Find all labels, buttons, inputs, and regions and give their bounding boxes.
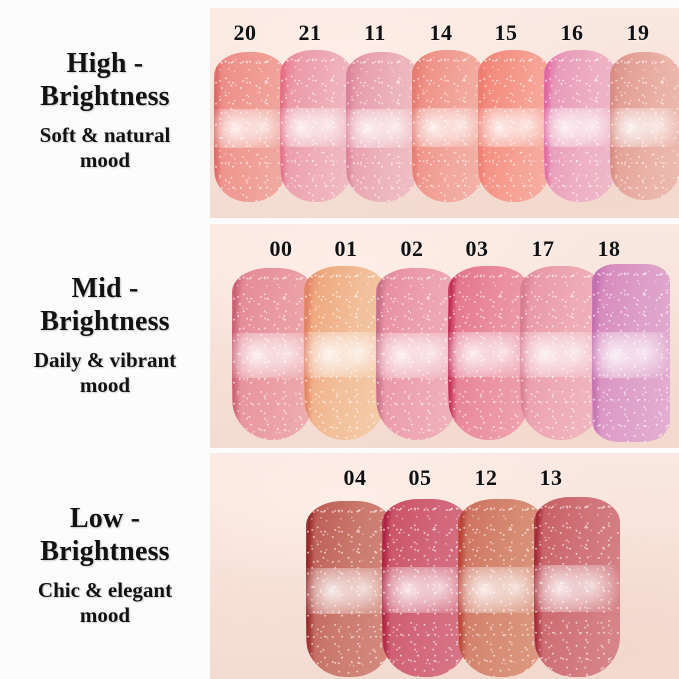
swatch-group-high <box>210 8 679 218</box>
row-label-high-brightness: High - Brightness Soft & natural mood <box>0 0 210 222</box>
swatch-15[interactable] <box>478 50 550 202</box>
row-subtitle-high-line2: mood <box>79 148 131 173</box>
row-subtitle-low: Chic & elegant mood <box>38 578 172 628</box>
swatch-19-sparkle <box>610 52 679 200</box>
row-title-low-line2: Brightness <box>40 535 170 567</box>
swatch-11-sparkle <box>346 52 418 202</box>
swatch-02[interactable] <box>376 268 458 440</box>
swatch-panel-mid-brightness: 00 01 02 03 17 18 <box>210 224 679 448</box>
row-label-mid-brightness: Mid - Brightness Daily & vibrant mood <box>0 224 210 448</box>
row-subtitle-mid-line2: mood <box>79 373 131 398</box>
row-subtitle-mid: Daily & vibrant mood <box>34 348 176 398</box>
swatch-00[interactable] <box>232 268 314 440</box>
swatch-01-sparkle <box>304 266 386 440</box>
row-title-high: High - Brightness <box>40 48 170 113</box>
row-title-high-line2: Brightness <box>40 80 170 112</box>
swatch-group-mid <box>210 224 679 448</box>
row-title-mid-line2: Brightness <box>40 305 170 337</box>
swatch-20-sparkle <box>214 52 286 202</box>
swatch-03[interactable] <box>448 266 530 440</box>
swatch-05-sparkle <box>382 499 468 677</box>
swatch-21[interactable] <box>280 50 352 202</box>
swatch-20[interactable] <box>214 52 286 202</box>
swatch-17[interactable] <box>520 266 602 440</box>
row-subtitle-low-line1: Chic & elegant <box>37 578 173 603</box>
row-subtitle-high-line1: Soft & natural <box>39 123 171 148</box>
swatch-13-sparkle <box>534 497 620 677</box>
swatch-12-sparkle <box>458 499 544 677</box>
row-title-low: Low - Brightness <box>40 503 170 568</box>
swatch-04[interactable] <box>306 501 392 677</box>
swatch-18-sparkle <box>592 264 670 442</box>
swatch-04-sparkle <box>306 501 392 677</box>
swatch-15-sparkle <box>478 50 550 202</box>
row-label-low-brightness: Low - Brightness Chic & elegant mood <box>0 453 210 679</box>
swatch-00-sparkle <box>232 268 314 440</box>
row-title-mid-line1: Mid - <box>71 273 139 305</box>
swatch-16[interactable] <box>544 50 616 202</box>
swatch-11[interactable] <box>346 52 418 202</box>
swatch-14-sparkle <box>412 50 484 202</box>
row-subtitle-high: Soft & natural mood <box>40 123 171 173</box>
swatch-05[interactable] <box>382 499 468 677</box>
swatch-03-sparkle <box>448 266 530 440</box>
swatch-18[interactable] <box>592 264 670 442</box>
row-title-high-line1: High - <box>66 48 144 80</box>
row-title-mid: Mid - Brightness <box>40 273 170 338</box>
swatch-21-sparkle <box>280 50 352 202</box>
swatch-12[interactable] <box>458 499 544 677</box>
row-title-low-line1: Low - <box>69 503 141 535</box>
swatch-group-low <box>210 453 679 679</box>
swatch-02-sparkle <box>376 268 458 440</box>
swatch-panel-high-brightness: 20 21 11 14 15 16 19 <box>210 8 679 218</box>
swatch-17-sparkle <box>520 266 602 440</box>
swatch-13[interactable] <box>534 497 620 677</box>
swatch-19[interactable] <box>610 52 679 200</box>
swatch-14[interactable] <box>412 50 484 202</box>
row-subtitle-mid-line1: Daily & vibrant <box>33 348 177 373</box>
swatch-01[interactable] <box>304 266 386 440</box>
swatch-16-sparkle <box>544 50 616 202</box>
swatch-panel-low-brightness: 04 05 12 13 <box>210 453 679 679</box>
row-subtitle-low-line2: mood <box>79 603 131 628</box>
